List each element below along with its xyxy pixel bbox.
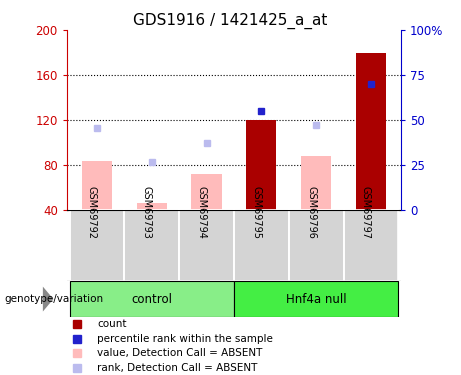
Bar xyxy=(234,281,398,317)
Text: GSM69792: GSM69792 xyxy=(87,186,97,238)
Bar xyxy=(191,174,222,210)
Text: GDS1916 / 1421425_a_at: GDS1916 / 1421425_a_at xyxy=(133,13,328,29)
Bar xyxy=(301,156,331,210)
Bar xyxy=(70,281,234,317)
Text: rank, Detection Call = ABSENT: rank, Detection Call = ABSENT xyxy=(97,363,257,373)
Text: GSM69794: GSM69794 xyxy=(196,186,207,238)
Bar xyxy=(356,53,386,210)
Text: genotype/variation: genotype/variation xyxy=(5,294,104,304)
Text: count: count xyxy=(97,319,126,329)
Text: control: control xyxy=(131,292,172,306)
Text: GSM69797: GSM69797 xyxy=(361,186,371,238)
Bar xyxy=(124,210,179,281)
Text: GSM69795: GSM69795 xyxy=(251,186,261,238)
Bar xyxy=(179,210,234,281)
Bar xyxy=(70,210,124,281)
Polygon shape xyxy=(43,286,53,312)
Bar xyxy=(343,210,398,281)
Bar xyxy=(289,210,343,281)
Bar xyxy=(82,160,112,210)
Text: GSM69793: GSM69793 xyxy=(142,186,152,238)
Text: percentile rank within the sample: percentile rank within the sample xyxy=(97,334,273,344)
Text: GSM69796: GSM69796 xyxy=(306,186,316,238)
Text: Hnf4a null: Hnf4a null xyxy=(286,292,347,306)
Bar xyxy=(234,210,289,281)
Bar xyxy=(246,120,277,210)
Bar xyxy=(137,203,167,210)
Text: value, Detection Call = ABSENT: value, Detection Call = ABSENT xyxy=(97,348,262,358)
